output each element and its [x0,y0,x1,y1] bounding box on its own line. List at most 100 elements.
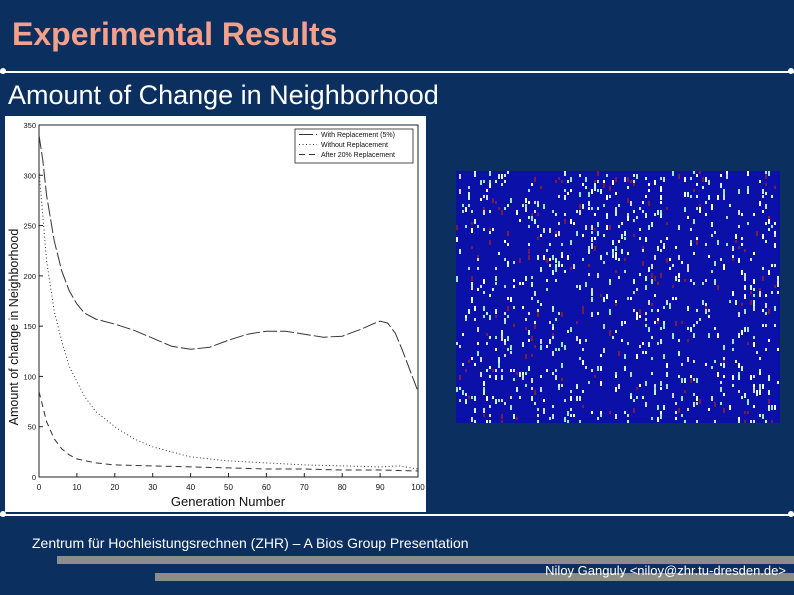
grid-cell [693,402,695,407]
grid-cell [663,243,665,248]
grid-cell [483,207,485,212]
grid-cell [678,375,680,378]
grid-cell [591,231,593,234]
grid-cell [486,342,488,345]
grid-cell [720,402,722,405]
grid-cell [588,249,590,254]
grid-cell [597,180,599,183]
grid-cell [651,336,653,339]
grid-cell [594,213,596,216]
grid-cell [636,174,638,179]
grid-cell [528,243,530,246]
grid-cell [534,291,536,296]
grid-cell [582,306,584,309]
y-tick-label: 0 [32,473,36,482]
grid-cell [675,246,677,249]
grid-cell [687,306,689,311]
grid-cell [525,198,527,203]
grid-cell [546,258,548,263]
grid-cell [696,195,698,198]
grid-cell [777,282,779,287]
grid-cell [636,396,638,399]
grid-cell [648,201,650,206]
grid-cell [765,420,767,423]
grid-cell [753,252,755,255]
grid-cell [768,375,770,380]
grid-cell [723,267,725,270]
grid-cell [756,231,758,236]
grid-cell [750,258,752,261]
grid-cell [657,417,659,422]
grid-cell [504,258,506,261]
grid-cell [759,288,761,291]
grid-cell [741,330,743,335]
neighborhood-change-chart: 0 10 20 30 40 50 60 70 80 90 100 0 50 100 150 200 250 300… [5,116,426,512]
grid-cell [528,225,530,228]
grid-cell [675,321,677,326]
grid-cell [579,420,581,423]
grid-cell [582,258,584,261]
grid-cell [663,354,665,359]
grid-cell [564,345,566,350]
grid-cell [552,351,554,356]
legend-entry: After 20% Replacement [321,152,395,159]
grid-cell [561,180,563,183]
grid-cell [486,195,488,200]
grid-cell [660,327,662,330]
grid-cell [645,276,647,281]
grid-cell [501,369,503,372]
grid-cell [621,222,623,225]
grid-cell [774,285,776,288]
grid-cell [690,228,692,231]
grid-cell [528,366,530,371]
grid-cell [759,384,761,387]
grid-cell [774,186,776,189]
grid-cell [513,414,515,419]
grid-cell [651,303,653,306]
grid-cell [654,387,656,392]
x-tick-label: 10 [72,483,81,492]
grid-cell [585,366,587,369]
grid-cell [648,189,650,192]
grid-cell [552,324,554,329]
grid-cell [615,330,617,333]
grid-cell [738,258,740,263]
grid-cell [747,399,749,402]
grid-cell [531,276,533,279]
grid-cell [612,249,614,252]
grid-cell [690,240,692,243]
grid-cell [561,342,563,347]
grid-cell [762,414,764,419]
grid-cell [666,222,668,225]
grid-cell [723,189,725,194]
grid-cell [642,261,644,266]
grid-cell [501,330,503,335]
grid-cell [516,387,518,392]
grid-cell [708,255,710,258]
grid-cell [774,324,776,327]
grid-cell [705,243,707,246]
grid-cell [684,207,686,212]
grid-cell [612,252,614,257]
grid-cell [654,294,656,297]
x-tick-label: 40 [186,483,195,492]
grid-cell [654,276,656,281]
grid-cell [552,372,554,375]
grid-cell [633,180,635,183]
grid-cell [690,243,692,246]
grid-cell [483,390,485,395]
grid-cell [777,279,779,282]
grid-cell [720,363,722,366]
grid-cell [528,339,530,342]
grid-cell [726,171,728,174]
grid-cell [558,348,560,351]
grid-cell [462,204,464,207]
grid-cell [537,312,539,317]
grid-cell [471,396,473,399]
grid-cell [600,255,602,260]
grid-cell [483,180,485,183]
grid-cell [609,330,611,333]
grid-cell [522,342,524,347]
footer-bar-lower [155,573,794,581]
grid-cell [564,417,566,422]
